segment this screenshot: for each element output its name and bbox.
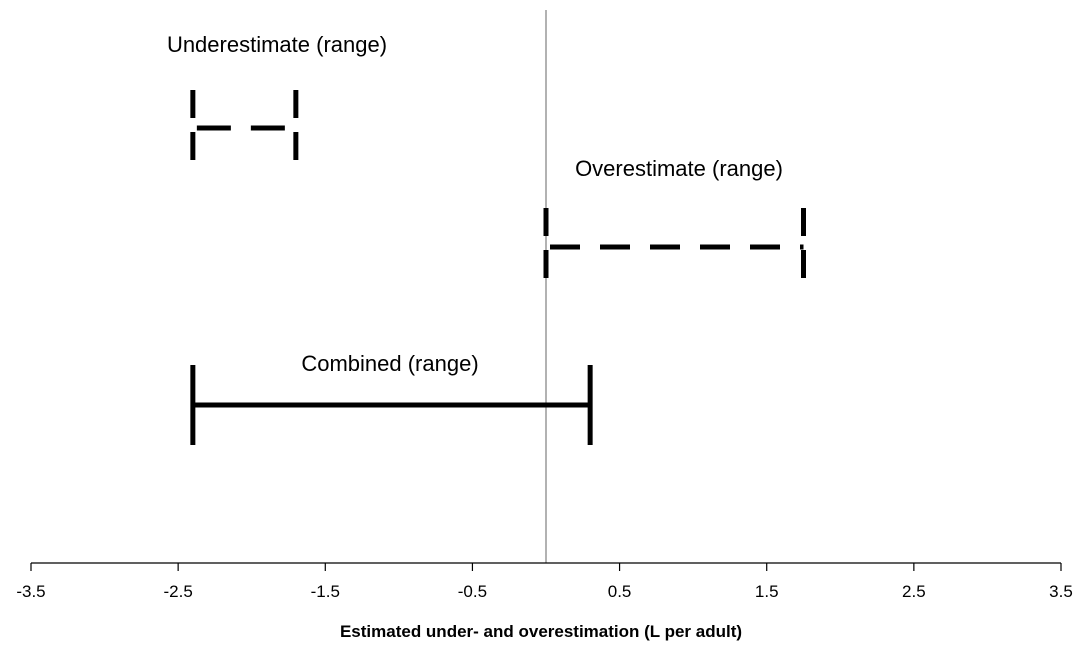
range-label: Combined (range) [301,351,478,376]
range-bars: Underestimate (range) Overestimate (range… [167,32,806,445]
range-label: Overestimate (range) [575,156,783,181]
range-overestimate: Overestimate (range) [543,156,806,286]
x-axis-title: Estimated under- and overestimation (L p… [340,622,742,641]
x-axis-ticks: -3.5 -2.5 -1.5 -0.5 0.5 1.5 2.5 3.5 [16,563,1073,601]
range-label: Underestimate (range) [167,32,387,57]
x-tick-label: -3.5 [16,582,45,601]
x-tick-label: 3.5 [1049,582,1073,601]
range-combined: Combined (range) [190,351,593,445]
x-tick-label: -1.5 [311,582,340,601]
x-tick-label: 0.5 [608,582,632,601]
x-tick-label: -0.5 [458,582,487,601]
x-tick-label: 2.5 [902,582,926,601]
range-underestimate: Underestimate (range) [167,32,387,166]
x-tick-label: 1.5 [755,582,779,601]
x-tick-label: -2.5 [163,582,192,601]
